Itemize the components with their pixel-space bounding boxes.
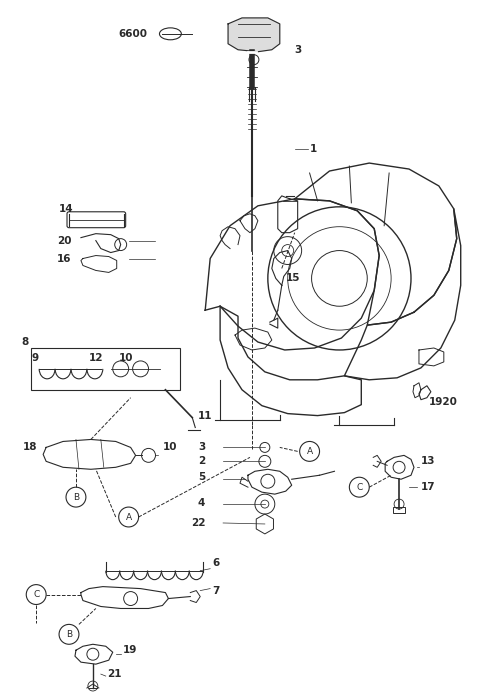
Text: 11: 11 <box>198 411 213 421</box>
Text: C: C <box>33 590 39 599</box>
Text: 1: 1 <box>310 144 317 154</box>
Text: 13: 13 <box>421 457 435 466</box>
Text: 19: 19 <box>123 645 137 655</box>
Text: 3: 3 <box>198 442 205 452</box>
Text: 10: 10 <box>119 353 133 363</box>
Text: 20: 20 <box>57 236 72 246</box>
Polygon shape <box>228 18 280 52</box>
Text: 10: 10 <box>162 442 177 452</box>
Text: 6600: 6600 <box>119 29 148 39</box>
Text: B: B <box>66 630 72 639</box>
Text: 22: 22 <box>191 518 205 528</box>
Text: 16: 16 <box>57 253 72 264</box>
Bar <box>31 348 180 390</box>
Text: A: A <box>126 512 132 521</box>
Text: 15: 15 <box>286 273 300 283</box>
Text: 1920: 1920 <box>429 397 458 407</box>
Text: 5: 5 <box>198 472 205 482</box>
Text: 21: 21 <box>107 669 121 679</box>
Text: 6: 6 <box>212 558 219 568</box>
Text: A: A <box>307 447 312 456</box>
Text: 17: 17 <box>421 482 435 492</box>
Text: 8: 8 <box>21 337 28 347</box>
Text: 2: 2 <box>198 457 205 466</box>
Text: 14: 14 <box>59 204 73 214</box>
Text: 12: 12 <box>89 353 103 363</box>
Text: B: B <box>73 493 79 502</box>
Text: C: C <box>356 483 362 491</box>
Text: 4: 4 <box>198 498 205 508</box>
Text: 9: 9 <box>31 353 38 363</box>
Text: 18: 18 <box>23 442 38 452</box>
Text: 7: 7 <box>212 586 219 595</box>
Text: 3: 3 <box>295 44 302 55</box>
Bar <box>393 507 405 513</box>
